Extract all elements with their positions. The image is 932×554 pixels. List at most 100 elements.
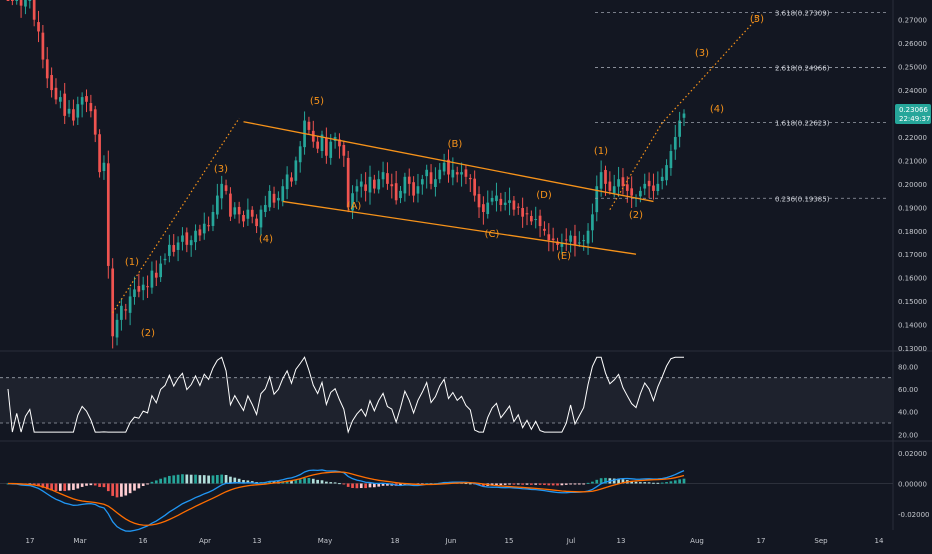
- candle-body: [259, 209, 263, 228]
- x-tick-label: 13: [253, 537, 262, 545]
- candle-body: [429, 172, 433, 184]
- x-tick-label: 17: [26, 537, 35, 545]
- candle-body: [586, 230, 590, 244]
- y-tick-label: 0.15000: [898, 298, 927, 306]
- macd-histogram-bar: [512, 483, 516, 485]
- macd-histogram-bar: [76, 483, 80, 489]
- candle-body: [28, 0, 32, 1]
- macd-histogram-bar: [54, 483, 58, 492]
- candle-body: [490, 197, 494, 202]
- macd-histogram-bar: [665, 482, 668, 484]
- candle-body: [50, 75, 53, 91]
- candle-body: [111, 268, 115, 337]
- candle-body: [394, 183, 398, 201]
- candle-body: [390, 184, 394, 187]
- macd-histogram-bar: [246, 480, 250, 484]
- macd-histogram-bar: [194, 474, 197, 484]
- macd-histogram-bar: [643, 482, 647, 484]
- macd-histogram-bar: [229, 476, 232, 484]
- candle-body: [442, 162, 446, 172]
- macd-histogram-bar: [333, 482, 337, 484]
- macd-histogram-bar: [342, 483, 346, 485]
- candle-body: [272, 193, 276, 203]
- macd-histogram-bar: [543, 483, 546, 485]
- candle-body: [93, 109, 97, 135]
- candle-body: [407, 176, 411, 184]
- macd-histogram-bar: [102, 483, 106, 488]
- candle-body: [80, 97, 84, 105]
- macd-histogram-bar: [551, 483, 555, 486]
- x-tick-label: Mar: [73, 537, 86, 545]
- candle-body: [6, 0, 10, 1]
- wave-label: (D): [536, 190, 552, 201]
- macd-histogram-bar: [37, 483, 40, 487]
- candle-body: [320, 134, 324, 151]
- candle-body: [154, 272, 158, 278]
- macd-histogram-bar: [316, 479, 320, 484]
- y-tick-label: 0.20000: [898, 181, 927, 189]
- candle-body: [512, 200, 516, 210]
- candle-body: [416, 186, 420, 194]
- candle-body: [647, 180, 651, 187]
- candle-body: [673, 136, 677, 150]
- macd-histogram-bar: [220, 474, 224, 484]
- candle-body: [582, 240, 586, 242]
- macd-histogram-bar: [660, 482, 664, 484]
- macd-histogram-bar: [58, 483, 62, 491]
- macd-histogram-bar: [41, 483, 45, 488]
- candle-body: [159, 263, 162, 278]
- candle-body: [163, 258, 167, 261]
- candle-body: [37, 22, 40, 32]
- macd-histogram-bar: [338, 483, 341, 485]
- candle-body: [621, 177, 625, 187]
- macd-histogram-bar: [508, 483, 511, 485]
- rsi-tick-label: 40.00: [898, 409, 918, 417]
- candle-body: [237, 206, 241, 215]
- candle-body: [277, 197, 280, 201]
- candle-body: [168, 244, 171, 256]
- candle-body: [468, 177, 472, 180]
- x-tick-label: 17: [757, 537, 766, 545]
- candle-body: [215, 195, 219, 215]
- macd-histogram-bar: [163, 477, 167, 484]
- macd-histogram-bar: [141, 483, 145, 487]
- macd-histogram-bar: [211, 475, 215, 484]
- candle-body: [604, 169, 607, 184]
- fib-label: 2.618(0.24966): [775, 64, 830, 72]
- channel-lower-line: [282, 200, 637, 255]
- candle-body: [233, 207, 237, 215]
- wave-label: (1): [594, 146, 608, 157]
- candle-body: [503, 202, 507, 205]
- y-tick-label: 0.25000: [898, 64, 927, 72]
- y-tick-label: 0.13000: [898, 345, 927, 353]
- rsi-line: [7, 356, 684, 434]
- macd-histogram-bar: [595, 479, 599, 484]
- macd-histogram-bar: [181, 474, 184, 484]
- candle-body: [45, 59, 49, 79]
- y-tick-label: 0.16000: [898, 275, 927, 283]
- candle-body: [425, 169, 429, 177]
- candle-body: [176, 242, 180, 250]
- candle-body: [202, 223, 206, 234]
- wave-label: (2): [141, 328, 155, 339]
- macd-histogram-bar: [503, 483, 507, 485]
- candle-body: [538, 215, 542, 227]
- candle-body: [133, 289, 136, 297]
- y-tick-label: 0.19000: [898, 204, 927, 212]
- macd-histogram-bar: [582, 483, 586, 485]
- candle-body: [316, 141, 320, 149]
- candle-body: [569, 235, 572, 242]
- candle-body: [355, 186, 359, 192]
- candle-body: [656, 183, 660, 192]
- macd-histogram-bar: [604, 477, 607, 484]
- candle-body: [311, 130, 315, 142]
- wave-label: (3): [695, 48, 709, 59]
- macd-histogram-bar: [72, 483, 75, 490]
- macd-tick-label: -0.02000: [898, 511, 929, 519]
- wave-label: (1): [125, 257, 139, 268]
- x-tick-label: Aug: [690, 537, 704, 545]
- macd-histogram-bar: [168, 475, 171, 484]
- macd-histogram-bar: [98, 483, 101, 487]
- macd-histogram-bar: [137, 483, 141, 489]
- candle-body: [530, 215, 533, 222]
